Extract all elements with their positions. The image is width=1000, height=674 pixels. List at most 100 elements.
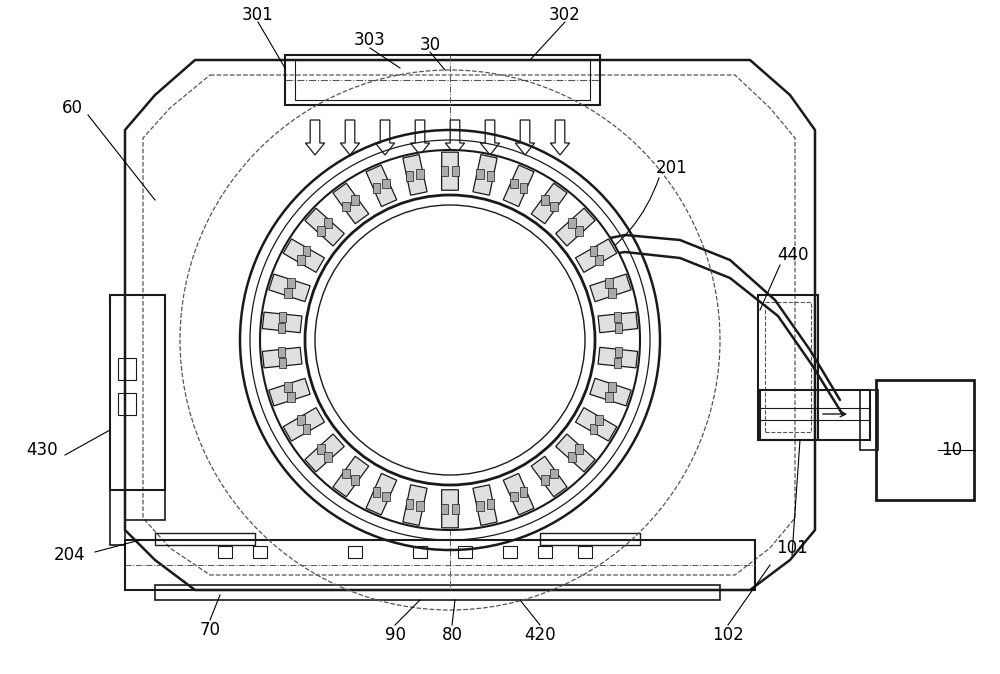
Bar (615, 323, 622, 333)
Text: 430: 430 (26, 441, 58, 459)
Circle shape (260, 150, 640, 530)
Polygon shape (590, 378, 631, 406)
Polygon shape (283, 239, 324, 272)
Bar (284, 288, 292, 298)
Bar (287, 392, 295, 402)
Polygon shape (503, 473, 534, 515)
Polygon shape (576, 239, 617, 272)
Polygon shape (410, 120, 430, 155)
Text: 70: 70 (200, 621, 220, 639)
Polygon shape (598, 347, 638, 368)
Text: 10: 10 (941, 441, 963, 459)
Bar (279, 358, 286, 368)
Polygon shape (305, 208, 344, 246)
Bar (487, 499, 494, 509)
Polygon shape (305, 434, 344, 472)
Bar (297, 415, 305, 425)
Bar (476, 501, 484, 512)
Bar (285, 55, 600, 105)
Bar (155, 533, 255, 545)
Bar (303, 424, 310, 434)
Bar (342, 202, 350, 212)
Bar (760, 390, 870, 440)
Bar (595, 415, 603, 425)
Polygon shape (556, 208, 595, 246)
Text: 201: 201 (656, 159, 688, 177)
Text: 101: 101 (776, 539, 808, 557)
Bar (614, 358, 621, 368)
Bar (608, 288, 616, 298)
Polygon shape (590, 274, 631, 302)
Bar (578, 546, 592, 558)
Circle shape (305, 195, 595, 485)
Bar (590, 246, 597, 256)
Bar (590, 424, 597, 434)
Text: 303: 303 (354, 31, 386, 49)
Polygon shape (531, 456, 567, 497)
Bar (550, 202, 558, 212)
Bar (317, 226, 325, 236)
Polygon shape (333, 183, 369, 224)
Polygon shape (403, 154, 427, 195)
Bar (595, 255, 603, 265)
Bar (614, 312, 621, 322)
Polygon shape (473, 485, 497, 526)
Bar (278, 323, 285, 333)
Bar (758, 295, 818, 440)
Bar (416, 168, 424, 179)
Bar (351, 475, 359, 485)
Bar (303, 246, 310, 256)
Bar (540, 533, 640, 545)
Bar (317, 444, 325, 454)
Polygon shape (305, 120, 325, 155)
Text: 102: 102 (712, 626, 744, 644)
Polygon shape (403, 485, 427, 526)
Bar (605, 278, 613, 288)
Bar (510, 179, 518, 189)
Bar (373, 487, 380, 497)
Polygon shape (262, 347, 302, 368)
Polygon shape (375, 120, 395, 155)
Bar (503, 546, 517, 558)
Bar (568, 218, 576, 228)
Polygon shape (503, 165, 534, 207)
Bar (382, 491, 390, 501)
Bar (520, 487, 527, 497)
Bar (520, 183, 527, 193)
Bar (297, 255, 305, 265)
Polygon shape (556, 434, 595, 472)
Bar (218, 546, 232, 558)
Bar (541, 195, 549, 205)
Bar (118, 358, 136, 380)
Bar (324, 218, 332, 228)
Bar (279, 312, 286, 322)
Polygon shape (283, 408, 324, 441)
Bar (538, 546, 552, 558)
Bar (765, 302, 811, 432)
Bar (351, 195, 359, 205)
Bar (373, 183, 380, 193)
Polygon shape (442, 152, 458, 190)
Polygon shape (550, 120, 570, 155)
Text: 440: 440 (777, 246, 809, 264)
Polygon shape (366, 165, 397, 207)
Text: 420: 420 (524, 626, 556, 644)
Bar (510, 491, 518, 501)
Polygon shape (473, 154, 497, 195)
Bar (575, 444, 583, 454)
Bar (284, 382, 292, 392)
Bar (278, 347, 285, 357)
Polygon shape (442, 490, 458, 528)
Polygon shape (445, 120, 465, 155)
Text: 301: 301 (242, 6, 274, 24)
Bar (382, 179, 390, 189)
Polygon shape (269, 378, 310, 406)
Bar (406, 499, 413, 509)
Polygon shape (576, 408, 617, 441)
Bar (413, 546, 427, 558)
Bar (125, 540, 755, 590)
Polygon shape (340, 120, 360, 155)
Bar (118, 393, 136, 415)
Bar (550, 468, 558, 479)
Bar (155, 585, 720, 600)
